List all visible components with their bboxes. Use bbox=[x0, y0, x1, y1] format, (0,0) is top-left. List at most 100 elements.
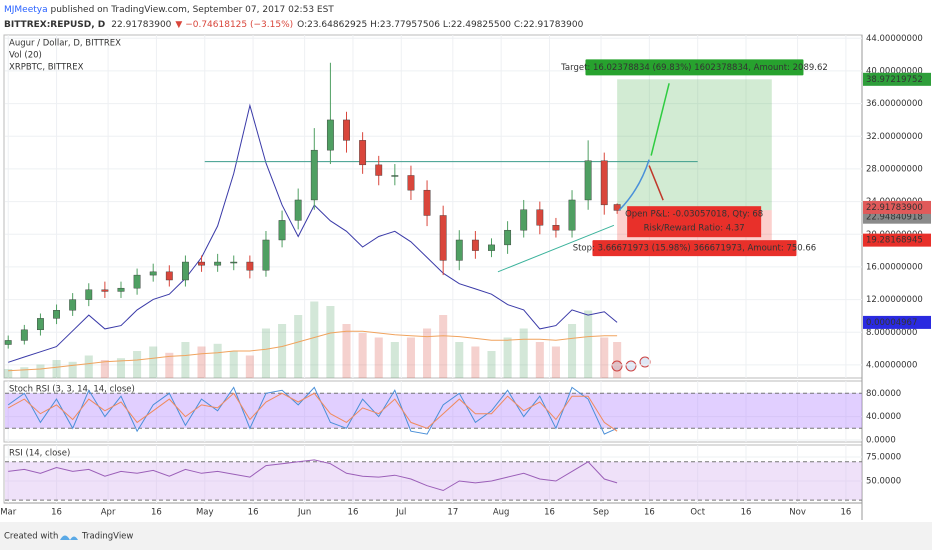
event-icon bbox=[611, 360, 623, 372]
candle-body bbox=[423, 189, 431, 216]
volume-bar bbox=[197, 346, 206, 378]
volume-bar bbox=[455, 342, 464, 378]
candle-body bbox=[600, 160, 608, 206]
y-tick-label: 8.00000000 bbox=[866, 328, 917, 338]
volume-bar bbox=[326, 306, 335, 378]
stop-price-label: 19.28168945 bbox=[866, 236, 923, 246]
pane-title: Augur / Dollar, D, BITTREX bbox=[9, 39, 121, 49]
candle-body bbox=[198, 261, 205, 266]
candle-body bbox=[407, 175, 415, 191]
series-line bbox=[8, 459, 618, 492]
target-zone bbox=[617, 79, 772, 211]
candle-body bbox=[343, 119, 350, 141]
volume-bar bbox=[535, 342, 544, 378]
ohlc: O:23.64862925 H:23.77957506 L:22.4982550… bbox=[297, 20, 583, 30]
volume-bar bbox=[406, 337, 415, 378]
candle-body bbox=[375, 164, 383, 176]
candle-body bbox=[262, 239, 270, 271]
stop-note-box bbox=[592, 240, 797, 257]
candle-body bbox=[230, 261, 238, 264]
last-price-label: 22.91783900 bbox=[866, 203, 923, 213]
last-price-box bbox=[863, 200, 931, 214]
footer-bar bbox=[0, 522, 932, 550]
volume-bar bbox=[229, 351, 238, 378]
volume-bar bbox=[390, 342, 399, 378]
x-tick-label: Jun bbox=[297, 508, 311, 518]
pane-title: RSI (14, close) bbox=[9, 449, 70, 459]
footer-brand[interactable]: TradingView bbox=[81, 532, 133, 542]
volume-bar bbox=[52, 360, 61, 378]
volume-bar bbox=[20, 367, 29, 378]
rr-note: Risk/Reward Ratio: 4.37 bbox=[644, 224, 745, 234]
volume-ma-line bbox=[8, 330, 618, 372]
candle-body bbox=[310, 149, 318, 201]
x-tick-label: May bbox=[196, 508, 214, 518]
footer-created: Created with bbox=[4, 532, 58, 542]
y-tick-label: 40.00000000 bbox=[866, 66, 923, 76]
candle-body bbox=[101, 289, 109, 292]
volume-bar bbox=[568, 324, 577, 378]
x-tick-label: 17 bbox=[447, 508, 458, 518]
y-tick-label: 4.00000000 bbox=[866, 360, 917, 370]
y-tick-label: 0.0000 bbox=[866, 435, 896, 445]
candle-body bbox=[326, 119, 334, 151]
volume-bar bbox=[100, 360, 109, 378]
event-icon bbox=[625, 360, 637, 372]
pnl-note: Open P&L: -0.03057018, Qty: 68 bbox=[625, 210, 763, 220]
overlay-price-label: 0.00004967 bbox=[866, 318, 917, 328]
volume-bar bbox=[310, 301, 319, 378]
target-note: Target: 16.02378834 (69.83%) 1602378834,… bbox=[560, 63, 828, 73]
volume-bar bbox=[294, 315, 303, 378]
y-tick-label: 75.0000 bbox=[866, 452, 901, 462]
candle-body bbox=[246, 261, 254, 271]
candle-body bbox=[181, 261, 189, 281]
candle-body bbox=[613, 204, 621, 211]
stop-note: Stop: 3.66671973 (15.98%) 366671973, Amo… bbox=[573, 244, 817, 254]
author[interactable]: MJMeetya bbox=[4, 5, 48, 15]
candle-body bbox=[85, 289, 93, 300]
x-tick-label: 16 bbox=[151, 508, 162, 518]
volume-bar bbox=[68, 361, 77, 378]
volume-bar bbox=[600, 337, 609, 378]
candle-body bbox=[37, 318, 44, 331]
candle-body bbox=[165, 271, 173, 281]
volume-bar bbox=[358, 333, 367, 378]
volume-bar bbox=[165, 352, 174, 378]
x-tick-label: 16 bbox=[840, 508, 851, 518]
y-tick-label: 32.00000000 bbox=[866, 132, 923, 142]
pane-title: Stoch RSI (3, 3, 14, 14, close) bbox=[9, 385, 135, 395]
arrow-red bbox=[648, 165, 664, 201]
volume-bar bbox=[278, 324, 287, 378]
overlay-title: XRPBTC, BITTREX bbox=[9, 63, 84, 73]
candle-body bbox=[584, 160, 592, 201]
volume-bar bbox=[116, 358, 126, 378]
volume-bar bbox=[503, 337, 512, 378]
x-tick-label: Sep bbox=[593, 508, 609, 518]
volume-bar bbox=[551, 346, 560, 378]
y-tick-label: 80.0000 bbox=[866, 389, 901, 399]
candle-body bbox=[439, 215, 447, 261]
target-note-box bbox=[585, 59, 804, 76]
volume-bar bbox=[149, 346, 158, 378]
volume-bar bbox=[84, 355, 93, 378]
candle-body bbox=[552, 225, 560, 231]
volume-bar bbox=[613, 342, 622, 378]
y-tick-label: 44.00000000 bbox=[866, 34, 923, 44]
volume-bar bbox=[133, 351, 142, 378]
candle-body bbox=[117, 287, 125, 292]
x-tick-label: Nov bbox=[789, 508, 806, 518]
volume-bar bbox=[439, 315, 448, 378]
candle-body bbox=[488, 244, 495, 251]
change: ▼ −0.74618125 (−3.15%) bbox=[175, 20, 293, 30]
volume-bar bbox=[4, 369, 13, 378]
x-tick-label: Aug bbox=[493, 508, 510, 518]
volume-bar bbox=[245, 355, 254, 378]
candle-body bbox=[214, 261, 222, 266]
stop-price-box bbox=[863, 233, 931, 247]
published: published on TradingView.com, September … bbox=[48, 5, 335, 15]
symbol-line: BITTREX:REPUSD, D 22.91783900 ▼ −0.7461812… bbox=[4, 20, 584, 30]
candle-body bbox=[53, 310, 60, 319]
candle-body bbox=[455, 239, 463, 261]
arrow-green bbox=[650, 83, 670, 156]
band bbox=[5, 461, 862, 501]
